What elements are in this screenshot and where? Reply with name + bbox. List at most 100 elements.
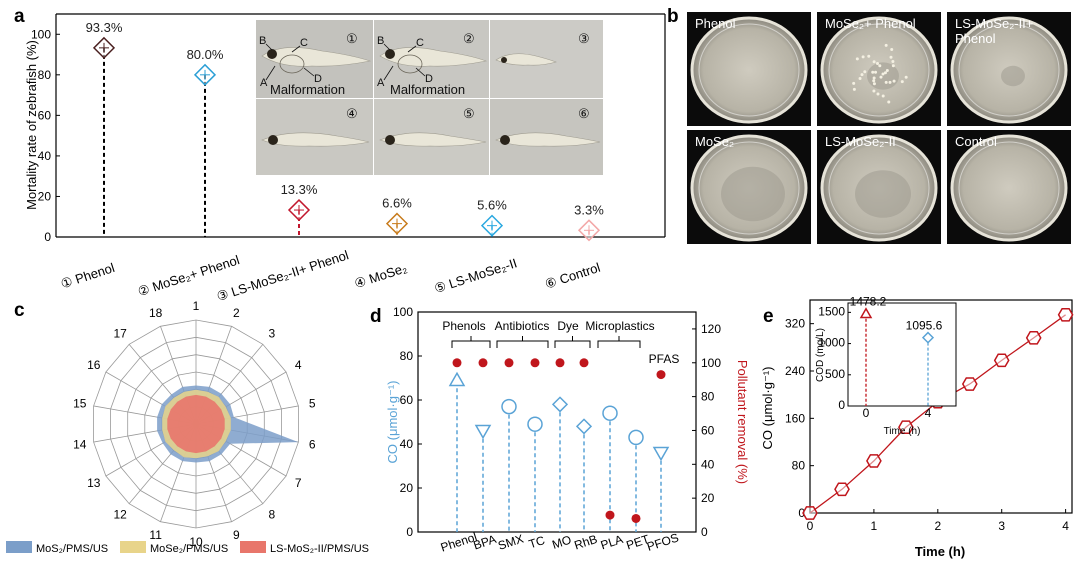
- panel-e-frame: [809, 299, 1073, 514]
- radar-axis-label-7: 7: [295, 476, 302, 490]
- radar-axis-label-17: 17: [113, 327, 127, 341]
- colony-dot-13: [883, 71, 887, 75]
- fish1-letter-d: D: [314, 73, 322, 85]
- radar-series-3: [167, 394, 225, 454]
- colony-dot-32: [881, 94, 885, 98]
- colony-dot-15: [875, 61, 879, 65]
- e-xtick-label-4: 4: [1062, 519, 1069, 533]
- d-removal-dot-PET: [631, 513, 641, 523]
- fish-eye-5: [385, 135, 395, 145]
- e-ytick-label-0: 0: [798, 506, 805, 520]
- inset-xtick-label-4: 4: [925, 406, 932, 420]
- arrow-b-2: [383, 43, 391, 51]
- colony-dot-5: [891, 64, 895, 68]
- colony-dot-23: [884, 43, 888, 47]
- colony-dot-31: [889, 55, 893, 59]
- inset-ytick-label-500: 500: [825, 367, 845, 381]
- e-ytick-label-160: 160: [785, 411, 805, 425]
- a-ytick-label-80: 80: [38, 68, 52, 82]
- colony-dot-21: [904, 75, 908, 79]
- malformation-label-2: Malformation: [390, 82, 465, 97]
- dish-label-1: Phenol: [695, 16, 736, 31]
- inset-marker-0: [859, 307, 873, 319]
- radar-axis-label-12: 12: [113, 507, 127, 521]
- d-co-marker-TC: [527, 416, 543, 432]
- inset-x-label: Time (h): [884, 426, 921, 437]
- a-category-6: ⑥ Control: [543, 260, 602, 292]
- inset-number-3: ③: [578, 31, 590, 46]
- colony-dot-0: [881, 72, 885, 76]
- colony-dot-19: [876, 92, 880, 96]
- inset-number-5: ⑤: [463, 106, 475, 121]
- panel-d-ticks: 0 20 40 60 80 100 0 20 40 60 80 100 120: [393, 305, 721, 539]
- panel-a: a Mortality rate of zebrafish (%) 0 20 40 6…: [14, 6, 666, 304]
- a-ytick-label-20: 20: [38, 189, 52, 203]
- legend-swatch-ls-mos2: [240, 541, 266, 553]
- d-righttick-label-80: 80: [701, 390, 715, 404]
- d-removal-dot-BPA: [478, 358, 488, 368]
- radar-legend: MoS₂/PMS/US MoSe₂/PMS/US LS-MoS₂-II/PMS/…: [6, 541, 369, 555]
- fish-eye-6: [500, 135, 510, 145]
- petri-dish-6: [950, 134, 1068, 242]
- fish1-letter-c: C: [300, 37, 308, 49]
- d-righttick-label-120: 120: [701, 322, 721, 336]
- radar-axis-label-15: 15: [73, 397, 87, 411]
- d-righttick-label-100: 100: [701, 356, 721, 370]
- colony-dot-33: [855, 57, 859, 61]
- fish2-letter-c: C: [416, 37, 424, 49]
- dish-label-3-line1: LS-MoSe₂-II+: [955, 16, 1033, 31]
- inset-value-label-0: 1478.2: [850, 295, 887, 309]
- fish2-letter-d: D: [425, 73, 433, 85]
- arrow-b-1: [265, 43, 273, 51]
- a-ytick-label-100: 100: [31, 27, 51, 41]
- panel-b-label: b: [667, 6, 679, 27]
- panel-a-label: a: [14, 6, 25, 27]
- radar-axis-label-5: 5: [309, 397, 316, 411]
- a-value-label-3: 13.3%: [281, 182, 318, 197]
- d-righttick-label-20: 20: [701, 491, 715, 505]
- colony-lawn-3: [1001, 65, 1025, 87]
- colony-dot-14: [872, 79, 876, 83]
- legend-label-ls-mos2: LS-MoS₂-II/PMS/US: [270, 543, 369, 555]
- petri-dish-rim-2: [828, 23, 930, 117]
- arrow-d-1: [303, 67, 315, 77]
- radar-axis-label-16: 16: [87, 358, 101, 372]
- e-point-5: [961, 377, 978, 391]
- colony-dot-9: [852, 81, 856, 85]
- d-removal-dot-RhB: [579, 358, 589, 368]
- e-xtick-label-3: 3: [998, 519, 1005, 533]
- legend-label-mose2: MoSe₂/PMS/US: [150, 543, 228, 555]
- panel-a-y-ticks: 0 20 40 60 80 100: [31, 27, 60, 244]
- colony-dot-30: [858, 76, 862, 80]
- arrow-a-2: [383, 65, 394, 81]
- colony-dot-2: [878, 64, 882, 68]
- panel-e-x-label: Time (h): [915, 544, 965, 559]
- radar-axis-label-11: 11: [149, 528, 162, 542]
- d-removal-dot-Phenol: [452, 358, 462, 368]
- d-category-PLA: PLA: [599, 532, 625, 552]
- legend-swatch-mose2: [120, 541, 146, 553]
- colony-dot-27: [872, 82, 876, 86]
- yolk-sac-1: [279, 54, 305, 74]
- d-group-bracket-1: [451, 336, 491, 348]
- d-lefttick-label-20: 20: [400, 481, 414, 495]
- a-category-5: ⑤ LS-MoSe₂-II: [432, 255, 518, 296]
- panel-d-right-label: Pollutant removal (%): [735, 360, 750, 484]
- d-group-label-pfas: PFAS: [649, 352, 680, 366]
- fish2-letter-a: A: [377, 77, 385, 89]
- a-value-label-6: 3.3%: [574, 202, 604, 217]
- panel-e-inset: 0 500 1000 1500 0 4 1478.2 1095.6: [818, 295, 942, 420]
- d-co-marker-PLA: [602, 405, 618, 421]
- petri-dish-rim-6: [958, 141, 1060, 235]
- zebrafish-photo-grid: ① ② ③ ④ ⑤ ⑥ B C A D B C A D: [256, 20, 603, 175]
- colony-dot-3: [884, 80, 888, 84]
- d-removal-dot-MO: [555, 358, 565, 368]
- a-value-label-2: 80.0%: [187, 47, 224, 62]
- radar-axis-label-2: 2: [233, 306, 240, 320]
- colony-dot-10: [890, 48, 894, 52]
- a-category-4: ④ MoSe₂: [352, 260, 408, 291]
- inset-number-4: ④: [346, 106, 358, 121]
